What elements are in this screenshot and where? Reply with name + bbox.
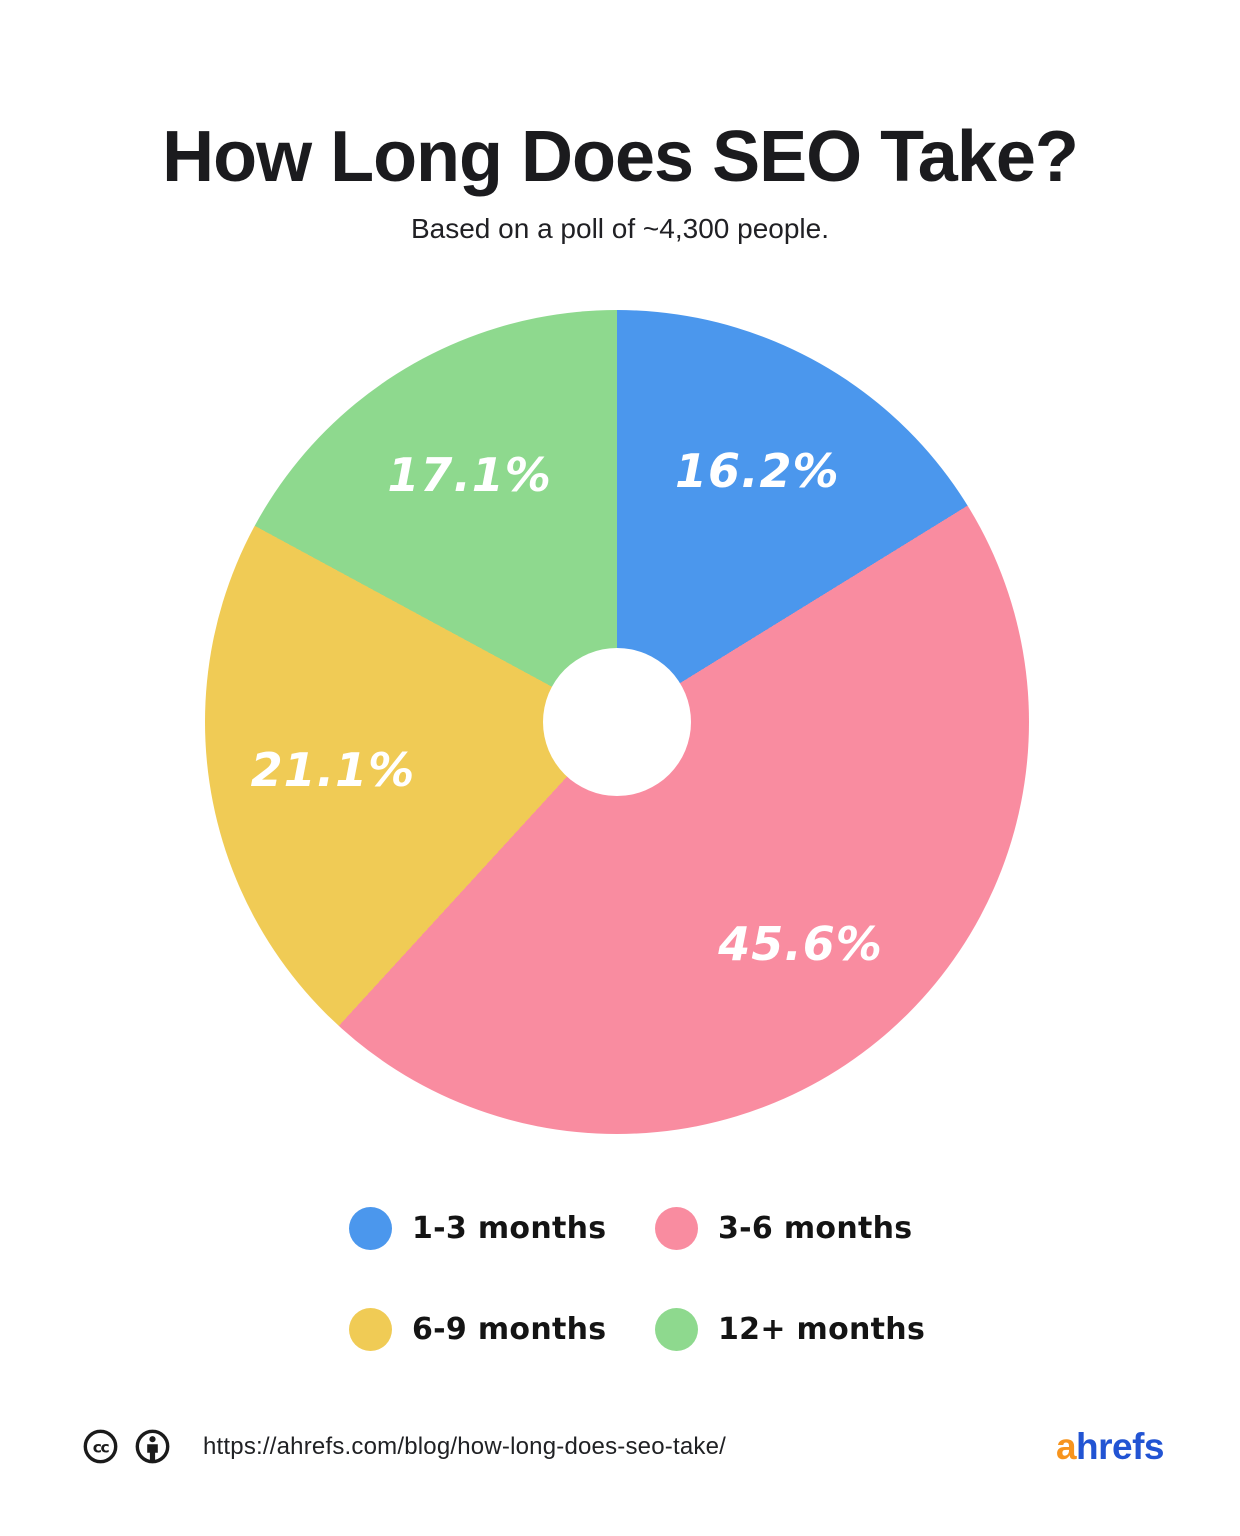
legend: 1-3 months 3-6 months 6-9 months 12+ mon… bbox=[349, 1207, 925, 1351]
page-title: How Long Does SEO Take? bbox=[162, 117, 1079, 198]
legend-dot bbox=[655, 1207, 698, 1250]
legend-item-label: 3-6 months bbox=[718, 1211, 913, 1246]
legend-item-label: 1-3 months bbox=[412, 1211, 607, 1246]
legend-item-label: 12+ months bbox=[718, 1312, 926, 1347]
ahrefs-logo-a: a bbox=[1055, 1426, 1077, 1467]
footer: cc https://ahrefs.com/blog/how-long-does… bbox=[0, 1424, 1240, 1470]
legend-item: 1-3 months bbox=[349, 1207, 655, 1250]
donut-chart: 16.2% 45.6% 21.1% 17.1% bbox=[205, 310, 1029, 1134]
donut-hole bbox=[543, 648, 691, 796]
legend-item: 6-9 months bbox=[349, 1308, 655, 1351]
legend-item: 3-6 months bbox=[655, 1207, 925, 1250]
legend-item: 12+ months bbox=[655, 1308, 925, 1351]
slice-label: 17.1% bbox=[387, 447, 552, 502]
slice-label: 21.1% bbox=[250, 742, 416, 797]
attribution-icon bbox=[135, 1429, 170, 1464]
legend-item-label: 6-9 months bbox=[412, 1312, 607, 1347]
slice-label: 16.2% bbox=[675, 443, 840, 498]
slice-label: 45.6% bbox=[718, 916, 883, 971]
svg-text:cc: cc bbox=[93, 1439, 110, 1457]
ahrefs-logo: ahrefs bbox=[1055, 1424, 1165, 1470]
legend-dot bbox=[349, 1207, 392, 1250]
legend-dot bbox=[349, 1308, 392, 1351]
source-url: https://ahrefs.com/blog/how-long-does-se… bbox=[203, 1433, 726, 1460]
creative-commons-icon: cc bbox=[83, 1429, 118, 1464]
page-subtitle: Based on a poll of ~4,300 people. bbox=[410, 213, 829, 244]
legend-dot bbox=[655, 1308, 698, 1351]
ahrefs-logo-hrefs: hrefs bbox=[1076, 1426, 1164, 1467]
